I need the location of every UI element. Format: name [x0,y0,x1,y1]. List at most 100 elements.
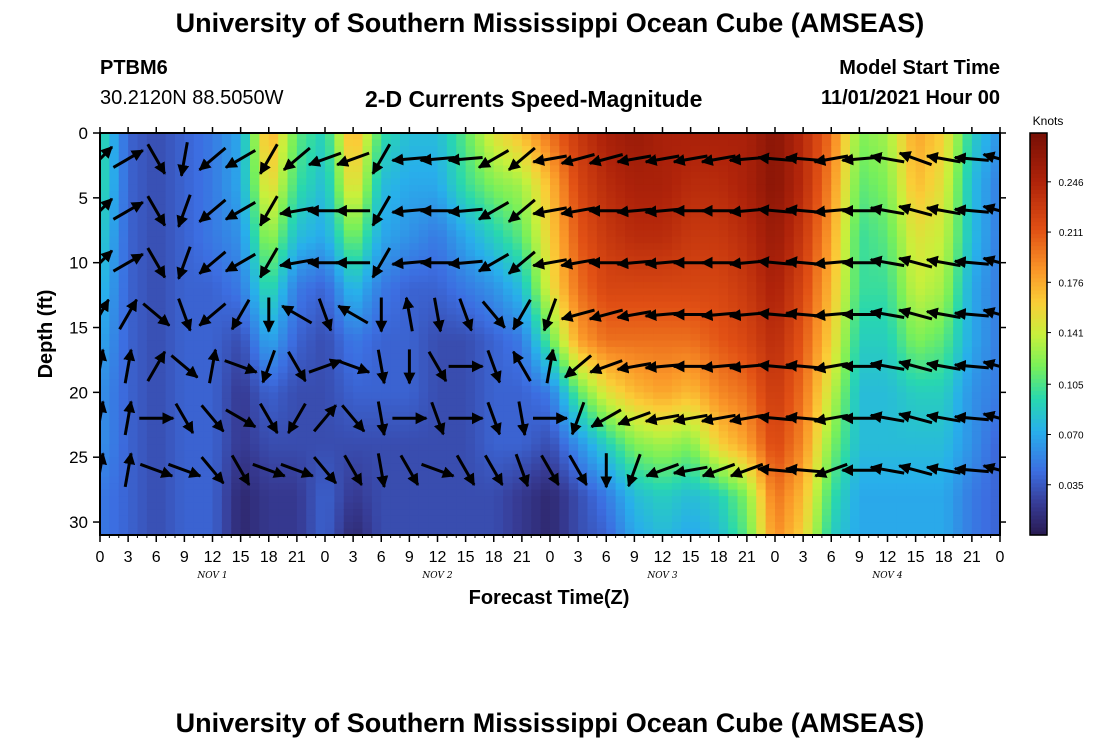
heatmap-cell [296,133,307,141]
heatmap-cell [850,256,860,264]
heatmap-cell [700,301,710,309]
heatmap-cell [606,515,617,523]
heatmap-cell [756,236,767,244]
heatmap-cell [268,502,279,510]
heatmap-cell [146,204,157,212]
heatmap-cell [278,489,289,497]
heatmap-cell [531,366,542,374]
heatmap-cell [484,230,495,238]
heatmap-cell [475,184,485,192]
heatmap-cell [775,256,785,264]
heatmap-cell [625,509,635,517]
heatmap-cell [446,431,457,439]
heatmap-cell [371,301,382,309]
heatmap-cell [596,178,607,186]
heatmap-cell [596,522,607,530]
heatmap-cell [746,372,757,380]
heatmap-cell [315,457,326,465]
heatmap-cell [409,353,420,361]
heatmap-cell [193,515,204,523]
heatmap-cell [306,398,317,406]
heatmap-cell [540,431,551,439]
heatmap-cell [221,236,232,244]
heatmap-cell [109,418,120,426]
heatmap-cell [578,282,589,290]
heatmap-cell [503,262,514,270]
heatmap-cell [484,275,495,283]
heatmap-cell [700,496,710,504]
heatmap-cell [700,476,710,484]
heatmap-cell [475,301,485,309]
heatmap-cell [175,178,185,186]
heatmap-cell [287,249,298,257]
heatmap-cell [681,346,692,355]
heatmap-cell [587,178,598,186]
heatmap-cell [437,236,448,244]
heatmap-cell [568,295,579,303]
heatmap-cell [456,288,467,296]
heatmap-cell [746,282,757,290]
heatmap-cell [746,230,757,238]
heatmap-cell [184,444,195,452]
heatmap-cell [428,165,439,173]
heatmap-cell [737,223,748,231]
heatmap-cell [784,178,795,186]
heatmap-cell [690,392,701,400]
heatmap-cell [746,236,757,244]
heatmap-cell [709,353,720,361]
heatmap-cell [746,418,757,426]
heatmap-cell [493,515,504,523]
heatmap-cell [700,197,710,205]
heatmap-cell [240,496,251,504]
heatmap-cell [840,145,851,154]
heatmap-cell [128,236,139,244]
heatmap-cell [793,437,804,445]
heatmap-cell [831,366,842,374]
heatmap-cell [390,489,401,497]
heatmap-cell [109,295,120,303]
heatmap-cell [156,392,167,400]
heatmap-cell [681,308,692,316]
heatmap-cell [653,379,664,387]
heatmap-cell [578,249,589,257]
heatmap-cell [400,145,410,154]
heatmap-cell [390,295,401,303]
heatmap-cell [418,327,429,335]
heatmap-cell [812,236,823,244]
heatmap-cell [315,197,326,205]
heatmap-cell [250,230,260,238]
heatmap-cell [381,301,392,309]
heatmap-cell [156,178,167,186]
heatmap-cell [315,444,326,452]
heatmap-cell [428,431,439,439]
heatmap-cell [250,217,260,225]
heatmap-cell [578,243,589,251]
heatmap-cell [681,392,692,400]
heatmap-cell [709,269,720,277]
heatmap-cell [746,470,757,478]
heatmap-cell [353,262,364,270]
heatmap-cell [400,496,410,504]
heatmap-cell [784,509,795,517]
heatmap-cell [578,457,589,465]
heatmap-cell [840,522,851,530]
heatmap-cell [540,483,551,491]
heatmap-cell [137,398,148,406]
heatmap-cell [418,191,429,199]
heatmap-cell [296,171,307,179]
heatmap-cell [325,340,335,348]
heatmap-cell [306,372,317,380]
heatmap-cell [296,418,307,426]
heatmap-cell [690,269,701,277]
heatmap-cell [184,184,195,192]
heatmap-cell [268,301,279,309]
heatmap-cell [465,243,476,251]
heatmap-cell [165,275,176,283]
heatmap-cell [531,502,542,510]
heatmap-cell [343,418,354,426]
heatmap-cell [821,398,832,406]
heatmap-cell [831,353,842,361]
heatmap-cell [400,489,410,497]
heatmap-cell [625,457,635,465]
heatmap-cell [615,353,626,361]
